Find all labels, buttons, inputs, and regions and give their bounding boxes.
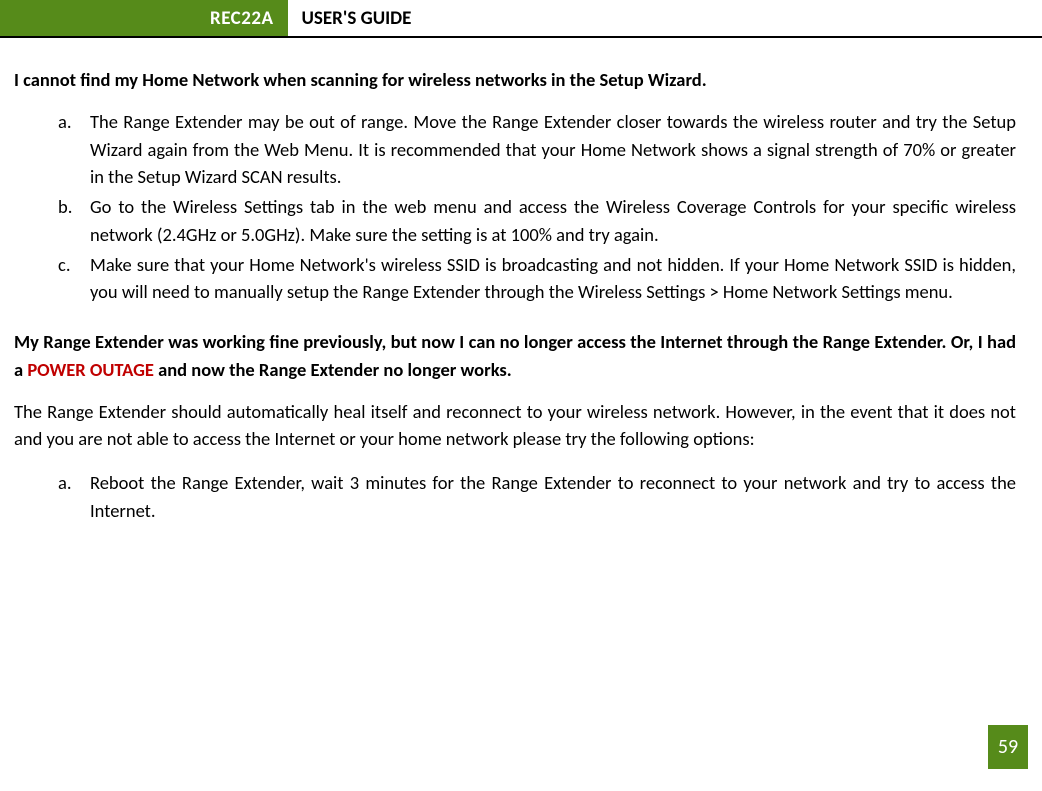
document-header: REC22A USER'S GUIDE [0,0,1042,38]
page-number-badge: 59 [988,725,1028,769]
page-content: I cannot find my Home Network when scann… [0,38,1042,525]
list-item: c. Make sure that your Home Network's wi… [58,251,1016,307]
list-item-text: The Range Extender may be out of range. … [90,110,1016,189]
section2-list: a. Reboot the Range Extender, wait 3 min… [14,469,1016,525]
list-item: b. Go to the Wireless Settings tab in th… [58,193,1016,249]
guide-title: USER'S GUIDE [288,0,426,36]
list-item-text: Make sure that your Home Network's wirel… [90,253,1016,304]
list-item-text: Reboot the Range Extender, wait 3 minute… [90,471,1016,522]
section2-heading: My Range Extender was working fine previ… [14,328,1016,384]
list-marker: c. [58,251,71,279]
heading-text-part2: and now the Range Extender no longer wor… [154,358,512,381]
list-item-text: Go to the Wireless Settings tab in the w… [90,195,1016,246]
power-outage-highlight: POWER OUTAGE [27,358,154,381]
model-badge: REC22A [0,0,288,36]
section1-heading: I cannot find my Home Network when scann… [14,66,1016,94]
section2-paragraph: The Range Extender should automatically … [14,398,1016,454]
list-marker: a. [58,469,72,497]
list-item: a. The Range Extender may be out of rang… [58,108,1016,191]
list-item: a. Reboot the Range Extender, wait 3 min… [58,469,1016,525]
section1-list: a. The Range Extender may be out of rang… [14,108,1016,306]
list-marker: b. [58,193,72,221]
list-marker: a. [58,108,72,136]
